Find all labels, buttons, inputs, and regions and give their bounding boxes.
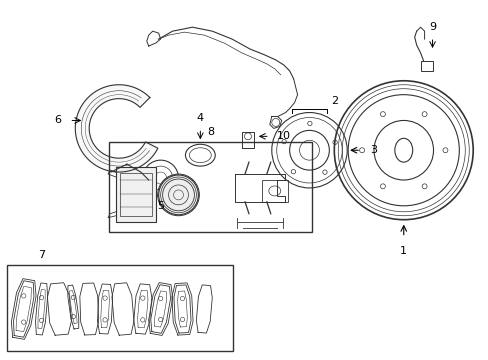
Bar: [116, 167, 155, 222]
Text: 2: 2: [330, 96, 337, 105]
Circle shape: [158, 175, 198, 215]
Bar: [109, 142, 312, 231]
Text: 5: 5: [157, 201, 164, 211]
Text: 4: 4: [196, 113, 203, 123]
Bar: [7, 265, 233, 351]
Bar: [120, 173, 151, 216]
Text: 10: 10: [276, 131, 290, 141]
Bar: [420, 61, 432, 71]
Polygon shape: [75, 85, 158, 172]
Text: 6: 6: [54, 116, 61, 126]
Bar: [262, 180, 287, 202]
Text: 8: 8: [207, 127, 214, 138]
Text: 7: 7: [38, 251, 45, 260]
Text: 3: 3: [370, 145, 377, 155]
Text: 9: 9: [428, 22, 435, 32]
Text: 1: 1: [400, 247, 407, 256]
